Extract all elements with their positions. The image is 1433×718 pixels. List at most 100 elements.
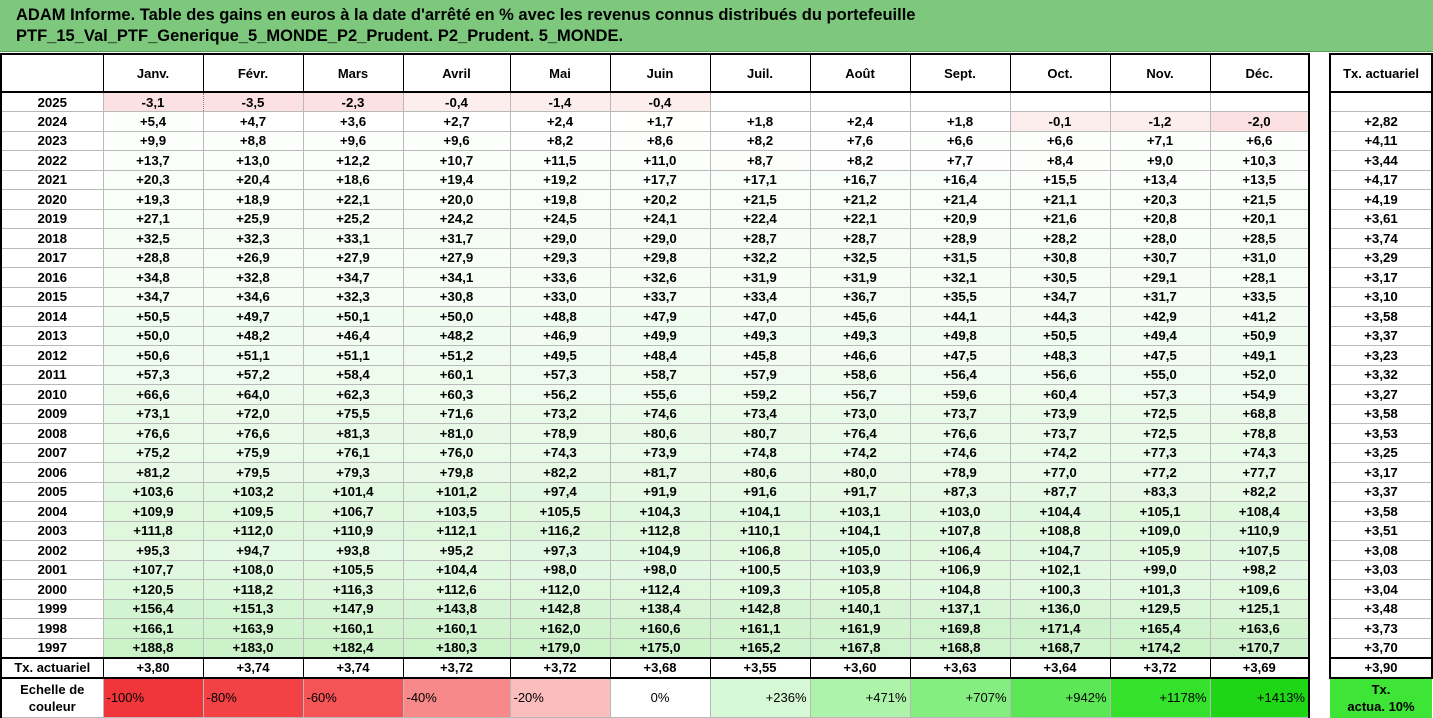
value-cell: +72,0	[202, 403, 304, 424]
value-cell: +81,2	[102, 462, 204, 483]
actuarial-value: +3,53	[1329, 423, 1433, 444]
value-cell: +182,4	[302, 637, 404, 658]
actuarial-row: +3,74	[1329, 228, 1433, 249]
value-cell: +147,9	[302, 598, 404, 619]
month-header-3: Mars	[302, 53, 404, 93]
value-cell: -0,4	[609, 91, 711, 112]
value-cell: +80,6	[709, 462, 811, 483]
value-cell: +13,4	[1109, 169, 1211, 190]
value-cell: +77,0	[1009, 462, 1111, 483]
value-cell: +44,3	[1009, 306, 1111, 327]
value-cell: +156,4	[102, 598, 204, 619]
month-header-5: Mai	[509, 53, 611, 93]
actuarial-value: +3,04	[1329, 579, 1433, 600]
value-cell: +51,1	[202, 345, 304, 366]
value-cell: +76,6	[909, 423, 1011, 444]
value-cell: +9,0	[1109, 150, 1211, 171]
value-cell: +48,2	[202, 325, 304, 346]
value-cell: +49,1	[1209, 345, 1310, 366]
value-cell: +81,3	[302, 423, 404, 444]
value-cell: +106,9	[909, 559, 1011, 580]
actuarial-value: +3,58	[1329, 306, 1433, 327]
value-cell: +98,2	[1209, 559, 1310, 580]
value-cell: +142,8	[509, 598, 611, 619]
value-cell: +21,1	[1009, 189, 1111, 210]
value-cell: +7,1	[1109, 130, 1211, 151]
month-header-7: Juil.	[709, 53, 811, 93]
value-cell: +29,8	[609, 247, 711, 268]
value-cell: +13,7	[102, 150, 204, 171]
value-cell: +28,2	[1009, 228, 1111, 249]
table-row: 2022 +13,7 +13,0 +12,2 +10,7 +11,5 +11,0 +8,7 +8…	[0, 150, 1310, 171]
year-cell: 2018	[0, 228, 104, 249]
value-cell: +35,5	[909, 286, 1011, 307]
value-cell: +79,5	[202, 462, 304, 483]
table-row: 1998 +166,1 +163,9 +160,1 +160,1 +162,0 +160,6…	[0, 618, 1310, 639]
value-cell: +36,7	[809, 286, 911, 307]
year-cell: 1999	[0, 598, 104, 619]
value-cell: +25,2	[302, 208, 404, 229]
value-cell: +78,8	[1209, 423, 1310, 444]
year-cell: 2025	[0, 91, 104, 112]
value-cell: +91,9	[609, 481, 711, 502]
year-cell: 2014	[0, 306, 104, 327]
value-cell: +105,5	[302, 559, 404, 580]
table-row: 2015 +34,7 +34,6 +32,3 +30,8 +33,0 +33,7 +33,4 +…	[0, 286, 1310, 307]
value-cell: +17,1	[709, 169, 811, 190]
value-cell: +171,4	[1009, 618, 1111, 639]
value-cell: +24,2	[402, 208, 511, 229]
table-row: 2001 +107,7 +108,0 +105,5 +104,4 +98,0 +98,0 +1…	[0, 559, 1310, 580]
value-cell: +73,1	[102, 403, 204, 424]
value-cell: +168,8	[909, 637, 1011, 658]
actuarial-row: +3,04	[1329, 579, 1433, 600]
year-cell: 2010	[0, 384, 104, 405]
value-cell: +82,2	[1209, 481, 1310, 502]
actuarial-value: +3,37	[1329, 481, 1433, 502]
value-cell: +27,9	[402, 247, 511, 268]
value-cell: +34,1	[402, 267, 511, 288]
actuarial-total-row: +3,90	[1329, 656, 1433, 679]
value-cell: +163,6	[1209, 618, 1310, 639]
value-cell: +112,4	[609, 579, 711, 600]
table-row: 2003 +111,8 +112,0 +110,9 +112,1 +116,2 +112,8…	[0, 520, 1310, 541]
value-cell: +75,5	[302, 403, 404, 424]
value-cell: +34,8	[102, 267, 204, 288]
value-cell: +6,6	[909, 130, 1011, 151]
value-cell: +47,5	[909, 345, 1011, 366]
value-cell: +28,1	[1209, 267, 1310, 288]
value-cell: -2,3	[302, 91, 404, 112]
actuarial-row: +3,48	[1329, 598, 1433, 619]
value-cell: +151,3	[202, 598, 304, 619]
value-cell: +57,3	[509, 364, 611, 385]
actuarial-row: +3,37	[1329, 481, 1433, 502]
value-cell: +83,3	[1109, 481, 1211, 502]
value-cell: +31,5	[909, 247, 1011, 268]
value-cell: +104,1	[709, 501, 811, 522]
year-cell: 2007	[0, 442, 104, 463]
value-cell: +56,4	[909, 364, 1011, 385]
actuarial-row	[1329, 91, 1433, 112]
value-cell: +109,6	[1209, 579, 1310, 600]
value-cell: +80,7	[709, 423, 811, 444]
value-cell: +104,9	[609, 540, 711, 561]
value-cell: +31,0	[1209, 247, 1310, 268]
value-cell: +104,4	[1009, 501, 1111, 522]
actuarial-summary-row: Tx. actuariel +3,80 +3,74 +3,74 +3,72 +3,72 +3…	[0, 656, 1310, 679]
actuarial-value: +3,48	[1329, 598, 1433, 619]
value-cell: +54,9	[1209, 384, 1310, 405]
value-cell: +49,7	[202, 306, 304, 327]
value-cell: +60,1	[402, 364, 511, 385]
value-cell: +45,8	[709, 345, 811, 366]
actuarial-summary-value: +3,72	[402, 656, 511, 679]
actuarial-row: +3,58	[1329, 306, 1433, 327]
color-scale-step: -40%	[402, 677, 511, 718]
value-cell: +50,5	[1009, 325, 1111, 346]
value-cell: +71,6	[402, 403, 511, 424]
value-cell: +27,9	[302, 247, 404, 268]
title-line-1: ADAM Informe. Table des gains en euros à…	[16, 6, 916, 24]
table-row: 2012 +50,6 +51,1 +51,1 +51,2 +49,5 +48,4 +45,8 +…	[0, 345, 1310, 366]
value-cell: +136,0	[1009, 598, 1111, 619]
value-cell: +76,4	[809, 423, 911, 444]
color-scale-step: -100%	[102, 677, 204, 718]
value-cell: +34,7	[1009, 286, 1111, 307]
